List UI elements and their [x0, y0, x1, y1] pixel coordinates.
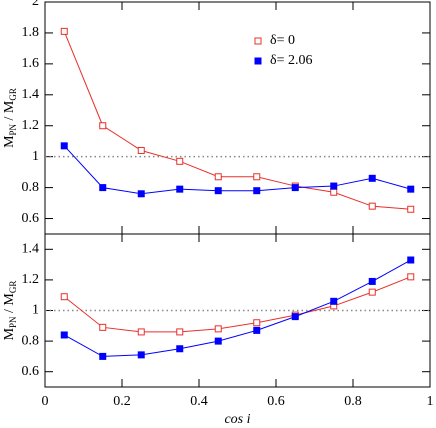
x-tick-label: 0.6: [267, 394, 285, 409]
data-point: [176, 345, 184, 353]
series-line: [63, 145, 411, 195]
legend-label: δ= 2.06: [270, 53, 313, 68]
x-tick-label: 0.4: [190, 394, 208, 409]
y-axis-label-part: GR: [8, 281, 18, 294]
data-point: [407, 256, 415, 264]
data-point: [99, 352, 107, 360]
data-point: [60, 331, 68, 339]
plot-frame: [44, 1, 431, 235]
series-line: [64, 259, 411, 357]
data-point: [330, 182, 338, 190]
data-point: [60, 142, 68, 150]
y-tick-label: 2: [32, 0, 39, 9]
data-point: [291, 184, 299, 192]
data-point: [330, 297, 338, 305]
y-axis-label-part: / M: [2, 100, 17, 124]
data-point: [176, 157, 184, 165]
data-point: [176, 328, 184, 336]
x-tick-label: 0.2: [113, 394, 131, 409]
data-point: [368, 277, 376, 285]
data-point: [176, 185, 184, 193]
data-point: [137, 351, 145, 359]
x-tick-label: 0: [42, 394, 49, 409]
y-axis-label-part: GR: [8, 88, 18, 101]
legend-label: δ= 0: [270, 33, 295, 48]
y-tick-label: 1.2: [22, 118, 40, 133]
data-point: [368, 288, 376, 296]
y-tick-label: 0.6: [22, 211, 40, 226]
data-point: [214, 187, 222, 195]
data-point: [137, 328, 145, 336]
y-tick-label: 0.8: [22, 180, 40, 195]
y-axis-label-part: / M: [2, 293, 17, 317]
data-point: [368, 202, 376, 210]
y-tick-label: 1.2: [22, 272, 40, 287]
data-point: [99, 122, 107, 130]
data-point: [253, 319, 261, 327]
y-tick-label: 0.6: [22, 364, 40, 379]
plot-frame: [44, 233, 431, 388]
data-point: [137, 190, 145, 198]
data-point: [330, 188, 338, 196]
x-tick-label: 1: [427, 394, 434, 409]
y-tick-label: 1.6: [22, 56, 40, 71]
y-axis-label-part: M: [2, 135, 17, 148]
data-point: [407, 273, 415, 281]
data-point: [253, 173, 261, 181]
y-axis-label-part: PN: [8, 316, 18, 328]
data-point: [253, 187, 261, 195]
y-tick-label: 1.4: [22, 242, 40, 257]
data-point: [214, 337, 222, 345]
series-line: [63, 31, 411, 210]
x-axis-label: cos i: [224, 412, 250, 427]
data-point: [99, 323, 107, 331]
data-point: [137, 146, 145, 154]
data-point: [214, 173, 222, 181]
data-point: [407, 205, 415, 213]
x-tick-label: 0.8: [344, 394, 362, 409]
data-point: [99, 184, 107, 192]
legend-marker: [254, 57, 262, 65]
data-point: [407, 185, 415, 193]
y-tick-label: 1: [32, 149, 39, 164]
data-point: [253, 326, 261, 334]
y-axis-label: MPN / MGR: [2, 281, 18, 341]
y-tick-label: 0.8: [22, 333, 40, 348]
y-tick-label: 1: [32, 303, 39, 318]
data-point: [291, 313, 299, 321]
data-point: [214, 325, 222, 333]
y-tick-label: 1.4: [22, 87, 40, 102]
data-point: [368, 174, 376, 182]
y-axis-label-part: M: [2, 327, 17, 340]
series-line: [63, 276, 411, 333]
y-axis-label-part: PN: [8, 123, 18, 135]
legend-marker: [254, 37, 262, 45]
y-axis-label: MPN / MGR: [2, 88, 18, 148]
data-point: [60, 27, 68, 35]
data-point: [60, 293, 68, 301]
y-tick-label: 1.8: [22, 25, 40, 40]
